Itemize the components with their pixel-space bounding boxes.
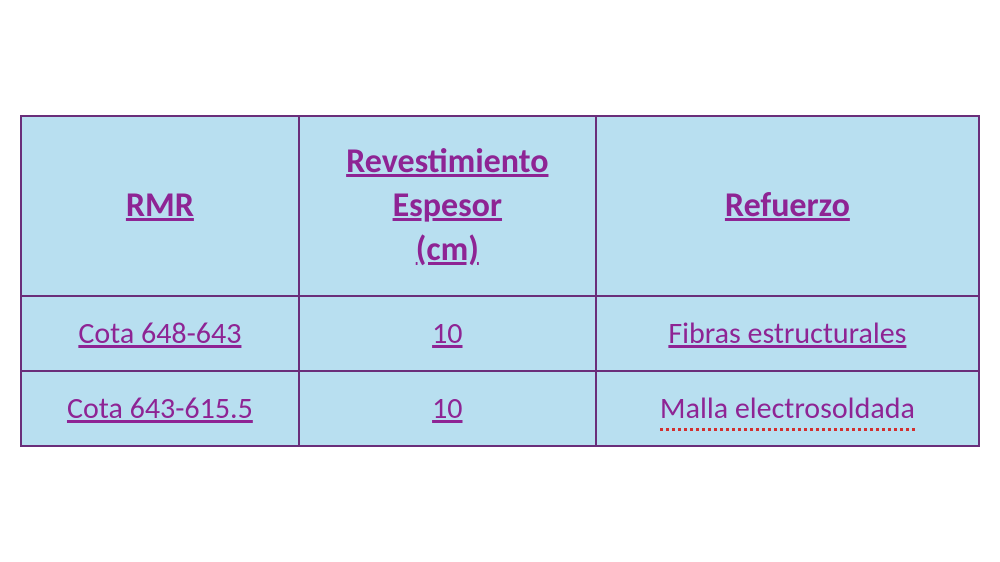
cell-rmr: Cota 643-615.5 [21,371,299,446]
cell-espesor-value: 10 [432,315,462,352]
cell-espesor-value: 10 [432,390,462,427]
cell-refuerzo-value: Malla electrosoldada [660,390,915,427]
cell-refuerzo-value: Fibras estructurales [668,315,906,352]
header-rmr: RMR [21,116,299,296]
cell-refuerzo: Fibras estructurales [596,296,979,371]
cell-rmr-value: Cota 648-643 [78,315,241,352]
cell-espesor: 10 [299,371,596,446]
header-rmr-label: RMR [126,185,194,226]
table-container: RMR Revestimiento Espesor (cm) Refuerzo … [20,115,980,447]
cell-rmr: Cota 648-643 [21,296,299,371]
cell-rmr-value: Cota 643-615.5 [67,390,253,427]
header-espesor: Revestimiento Espesor (cm) [299,116,596,296]
table-header-row: RMR Revestimiento Espesor (cm) Refuerzo [21,116,979,296]
data-table: RMR Revestimiento Espesor (cm) Refuerzo … [20,115,980,447]
header-espesor-line2: Espesor [393,185,502,226]
header-espesor-line3: (cm) [416,229,479,270]
header-refuerzo-label: Refuerzo [725,185,850,226]
table-row: Cota 648-643 10 Fibras estructurales [21,296,979,371]
cell-espesor: 10 [299,296,596,371]
header-refuerzo: Refuerzo [596,116,979,296]
table-row: Cota 643-615.5 10 Malla electrosoldada [21,371,979,446]
cell-refuerzo: Malla electrosoldada [596,371,979,446]
header-espesor-line1: Revestimiento [346,141,548,182]
